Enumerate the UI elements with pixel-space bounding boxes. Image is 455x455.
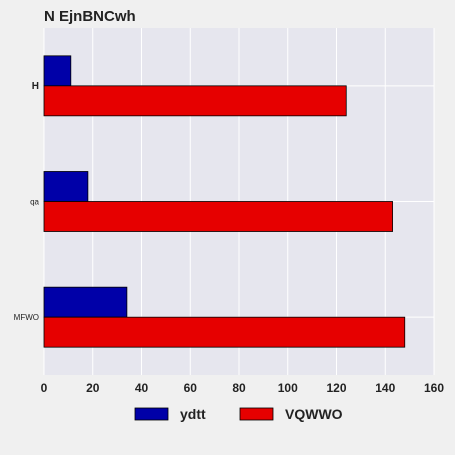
legend-label-vqwwo: VQWWO	[285, 406, 343, 422]
x-tick-label: 140	[375, 381, 395, 395]
chart-title: N EjnBNCwh	[44, 8, 136, 25]
x-tick-label: 0	[41, 381, 48, 395]
x-tick-labels: 0 20 40 60 80 100 120 140 160	[41, 381, 445, 395]
bar-vqwwo-qa	[43, 201, 393, 232]
legend-swatch-ydtt	[134, 407, 169, 421]
y-tick-label: H	[32, 81, 39, 92]
y-tick-labels: Hqa MFWO	[14, 81, 40, 322]
x-tick-label: 60	[184, 381, 198, 395]
bar-vqwwo-h	[43, 85, 347, 117]
bar-ydtt-h	[43, 55, 72, 87]
legend: ydtt VQWWO	[134, 406, 343, 422]
y-tick-label: qa	[30, 198, 39, 207]
bars	[43, 55, 406, 348]
bar-ydtt-qa	[43, 171, 89, 202]
legend-label-ydtt: ydtt	[180, 406, 206, 422]
bar-vqwwo-mfwo	[43, 316, 406, 348]
legend-swatch-vqwwo	[239, 407, 274, 421]
x-tick-label: 160	[424, 381, 444, 395]
x-tick-label: 20	[86, 381, 100, 395]
x-tick-label: 120	[326, 381, 346, 395]
x-tick-label: 40	[135, 381, 149, 395]
x-tick-label: 100	[278, 381, 298, 395]
x-tick-label: 80	[232, 381, 246, 395]
y-tick-label: MFWO	[14, 313, 39, 322]
bar-ydtt-mfwo	[43, 286, 128, 318]
